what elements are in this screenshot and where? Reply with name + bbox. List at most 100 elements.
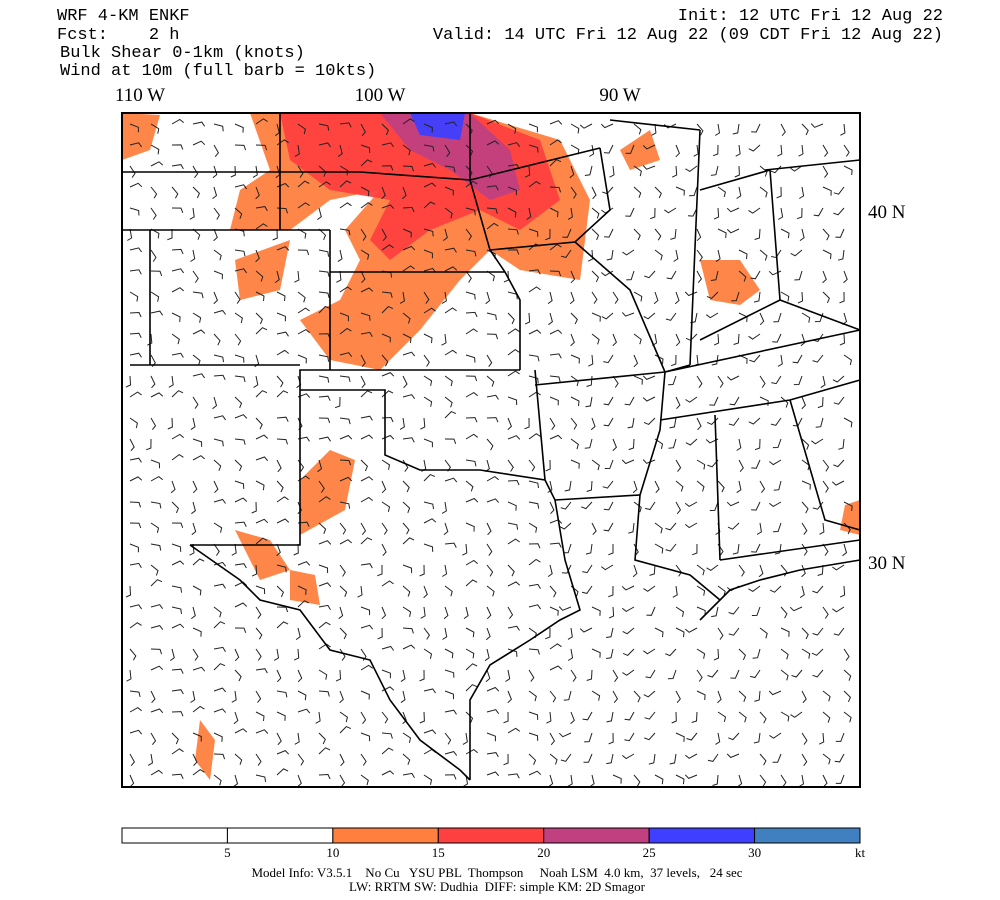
wind-barb (833, 186, 845, 195)
wind-barb (360, 312, 371, 321)
wind-barb (633, 165, 642, 177)
wind-barb (822, 165, 829, 178)
wind-barb (780, 564, 788, 577)
wind-barb (297, 436, 310, 442)
wind-barb (423, 182, 437, 188)
wind-barb (507, 648, 518, 657)
wind-barb (751, 459, 761, 469)
wind-barb (339, 476, 353, 482)
wind-barb (444, 186, 454, 196)
wind-barb (822, 228, 830, 241)
wind-barb (714, 123, 721, 136)
wind-barb (213, 522, 223, 533)
wind-barb (129, 438, 135, 452)
wind-barb (505, 669, 511, 682)
wind-barb (381, 711, 389, 724)
wind-barb (633, 291, 643, 302)
colorbar-bin (754, 827, 861, 844)
wind-barb (549, 606, 559, 616)
wind-barb (318, 142, 332, 148)
wind-barb (276, 606, 289, 613)
wind-barb (684, 291, 698, 297)
wind-barb (773, 522, 782, 533)
wind-barb (129, 753, 136, 767)
wind-barb (423, 585, 428, 599)
wind-barb (726, 501, 740, 507)
wind-barb (584, 165, 593, 176)
wind-barb (276, 564, 287, 573)
wind-barb (801, 123, 809, 136)
wind-barb (591, 333, 600, 345)
wind-barb (402, 585, 411, 597)
wind-barb (843, 270, 848, 284)
wind-barb (811, 648, 824, 656)
wind-barb (759, 249, 768, 261)
wind-barb (822, 291, 830, 304)
wind-barb (255, 711, 265, 722)
wind-barb (402, 333, 412, 344)
wind-barb (423, 201, 436, 209)
wind-barb (548, 774, 554, 788)
wind-barb (318, 123, 330, 131)
init-time: Init: 12 UTC Fri 12 Aug 22 (678, 7, 943, 26)
wind-barb (360, 331, 373, 337)
wind-barb (545, 228, 551, 241)
wind-barb (255, 327, 268, 335)
wind-barb (127, 228, 133, 241)
wind-barb (748, 417, 761, 425)
shear-area (700, 260, 760, 305)
wind-barb (297, 561, 311, 566)
wind-barb (754, 228, 761, 240)
wind-barb (402, 375, 408, 389)
wind-barb (840, 123, 846, 136)
wind-barb (192, 329, 206, 335)
wind-barb (423, 307, 436, 314)
wind-barb (234, 291, 241, 304)
wind-barb (337, 249, 343, 263)
wind-barb (171, 732, 179, 745)
wind-barb (798, 144, 804, 157)
wind-barb (212, 396, 218, 410)
wind-barb (621, 312, 635, 317)
wind-barb (234, 375, 246, 383)
wind-barb (626, 270, 635, 281)
wind-barb (507, 396, 518, 406)
wind-barb (772, 753, 782, 763)
wind-barb (486, 564, 494, 577)
wind-barb (507, 727, 520, 734)
wind-barb (255, 606, 262, 619)
wind-barb (664, 207, 677, 214)
wind-barb (753, 732, 761, 744)
wind-barb (642, 396, 656, 402)
wind-barb (444, 585, 453, 597)
wind-barb (167, 229, 173, 241)
wind-barb (255, 118, 268, 125)
wind-barb (567, 648, 574, 661)
wind-barb (402, 537, 415, 545)
wind-barb (192, 228, 201, 240)
wind-barb (684, 753, 698, 759)
wind-barb (563, 690, 572, 701)
wind-barb (129, 311, 142, 318)
lon-label: 110 W (115, 85, 165, 106)
wind-barb (754, 438, 761, 451)
wind-barb (381, 306, 394, 314)
wind-barb (129, 457, 142, 463)
wind-barb (360, 123, 366, 137)
wind-barb (297, 307, 310, 314)
wind-barb (709, 501, 719, 511)
wind-barb (423, 375, 433, 386)
wind-barb (402, 772, 415, 778)
wind-barb (192, 121, 206, 127)
wind-barb (603, 417, 614, 427)
wind-barb (444, 438, 457, 444)
wind-barb (171, 585, 183, 593)
wind-barb (444, 121, 458, 127)
wind-barb (339, 202, 352, 209)
wind-barb (318, 522, 327, 534)
wind-barb (675, 186, 685, 196)
shear-area (620, 130, 660, 170)
wind-barb (190, 417, 196, 431)
wind-barb (696, 606, 706, 616)
wind-barb (129, 604, 143, 610)
